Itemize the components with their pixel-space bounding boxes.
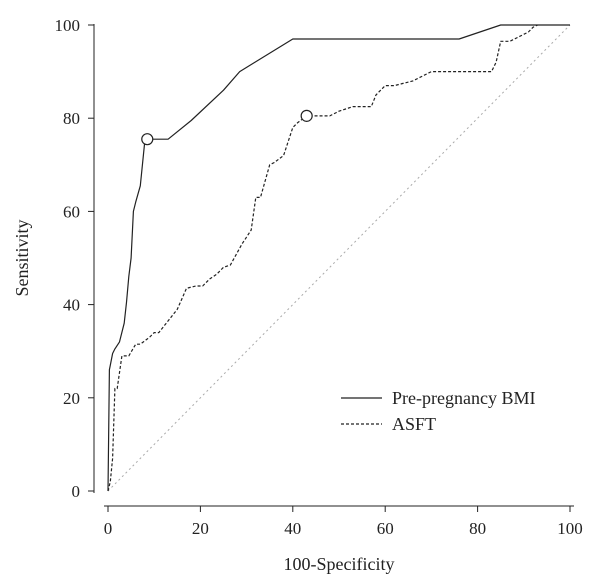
x-tick-label: 80 (469, 519, 486, 538)
x-axis-ticks: 0 20 40 60 80 100 (104, 506, 583, 538)
y-axis-label: Sensitivity (12, 219, 32, 296)
legend-label-asft: ASFT (392, 414, 436, 434)
x-tick-label: 100 (557, 519, 583, 538)
x-tick-label: 60 (377, 519, 394, 538)
y-tick-label: 0 (72, 482, 81, 501)
cutoff-marker-asft (300, 109, 313, 122)
y-tick-label: 60 (63, 202, 80, 221)
x-tick-label: 20 (192, 519, 209, 538)
series-line-asft (107, 24, 538, 492)
plot-area (107, 24, 571, 492)
y-tick-label: 80 (63, 109, 80, 128)
legend-label-pre-pregnancy-bmi: Pre-pregnancy BMI (392, 388, 535, 408)
cutoff-marker-pre-pregnancy-bmi (141, 133, 154, 146)
x-tick-label: 0 (104, 519, 113, 538)
y-tick-label: 40 (63, 296, 80, 315)
reference-diagonal (107, 24, 571, 492)
y-tick-label: 20 (63, 389, 80, 408)
x-tick-label: 40 (284, 519, 301, 538)
x-axis-label: 100-Specificity (284, 554, 395, 574)
y-axis-ticks: 0 20 40 60 80 100 (55, 16, 94, 501)
legend: Pre-pregnancy BMI ASFT (341, 388, 535, 434)
y-tick-label: 100 (55, 16, 81, 35)
series-line-pre-pregnancy-bmi (107, 24, 570, 492)
